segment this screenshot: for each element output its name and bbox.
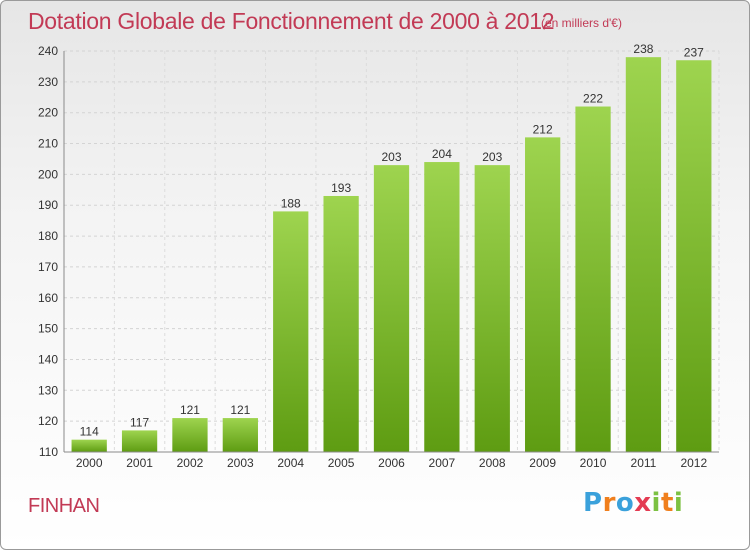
bar-value-label: 193 <box>331 181 351 195</box>
y-tick-label: 160 <box>38 291 58 305</box>
brand-logo: Proxiti <box>583 488 684 518</box>
y-tick-label: 140 <box>38 352 58 366</box>
bar-value-label: 237 <box>684 45 704 59</box>
x-tick-label: 2011 <box>631 456 657 470</box>
bar <box>323 195 359 452</box>
bar <box>474 165 510 452</box>
bar <box>121 430 158 452</box>
y-tick-label: 230 <box>38 75 58 89</box>
commune-name: FINHAN <box>28 495 100 517</box>
bar-value-label: 238 <box>633 42 653 56</box>
x-tick-label: 2003 <box>227 456 254 470</box>
x-tick-label: 2005 <box>328 456 355 470</box>
bar-value-label: 212 <box>533 122 553 136</box>
bar-value-label: 114 <box>80 425 99 439</box>
bar-value-label: 121 <box>180 403 200 417</box>
bar <box>424 162 460 453</box>
x-tick-label: 2012 <box>680 456 707 470</box>
bar <box>525 137 561 452</box>
y-tick-label: 190 <box>38 198 58 212</box>
bar-value-label: 117 <box>130 415 149 429</box>
y-tick-label: 180 <box>38 229 58 243</box>
y-tick-label: 240 <box>38 44 58 58</box>
bar <box>575 106 611 453</box>
bar-value-label: 203 <box>381 150 401 164</box>
bar <box>676 60 712 452</box>
x-tick-label: 2010 <box>580 456 607 470</box>
chart-subtitle: (en milliers d'€) <box>541 16 622 30</box>
x-tick-label: 2002 <box>177 456 204 470</box>
x-tick-label: 2009 <box>529 456 556 470</box>
y-tick-label: 110 <box>39 445 58 459</box>
bar-value-label: 204 <box>432 147 452 161</box>
y-tick-label: 210 <box>38 137 58 151</box>
x-tick-label: 2001 <box>126 456 153 470</box>
bar-value-label: 222 <box>583 92 603 106</box>
bar-value-label: 188 <box>281 196 301 210</box>
y-tick-label: 170 <box>38 260 58 274</box>
bar <box>172 418 208 452</box>
axis-layer: 110 120 130 140 150 160 170 180 190 200 210 220 230 2… <box>38 42 719 470</box>
bar <box>273 211 309 452</box>
x-tick-label: 2000 <box>76 456 103 470</box>
y-tick-label: 130 <box>38 383 58 397</box>
bar-value-label: 121 <box>230 403 250 417</box>
bar-value-label: 203 <box>482 150 502 164</box>
bar <box>625 57 662 453</box>
x-tick-label: 2008 <box>479 456 506 470</box>
bars-layer <box>71 57 712 453</box>
x-tick-label: 2006 <box>378 456 405 470</box>
x-tick-label: 2007 <box>429 456 456 470</box>
chart-title: Dotation Globale de Fonctionnement de 20… <box>28 8 555 34</box>
y-tick-label: 220 <box>38 106 58 120</box>
bar <box>71 439 107 452</box>
bar <box>222 418 258 452</box>
y-tick-label: 120 <box>38 414 58 428</box>
y-tick-label: 150 <box>38 322 58 336</box>
x-tick-label: 2004 <box>277 456 304 470</box>
y-tick-label: 200 <box>38 167 58 181</box>
bar <box>373 165 410 452</box>
